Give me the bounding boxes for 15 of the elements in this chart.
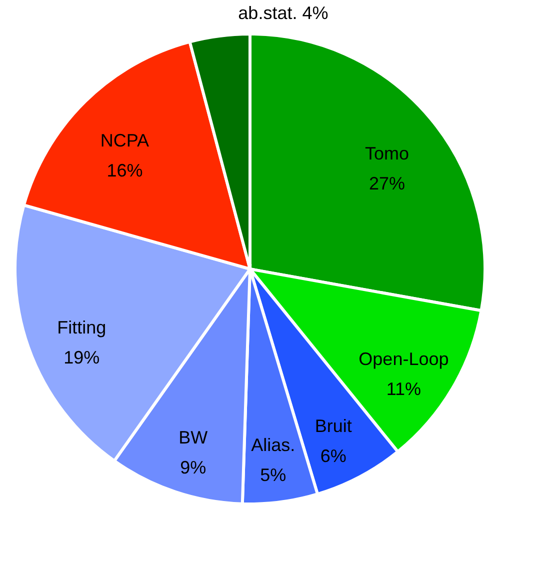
slice-label: BW	[178, 427, 208, 448]
slice-label: Tomo	[365, 143, 410, 164]
data-label: 5%	[260, 465, 286, 486]
data-label: 27%	[369, 173, 406, 194]
data-label: 16%	[106, 160, 143, 181]
slice-label: Alias.	[251, 435, 296, 456]
slice-label: Open-Loop	[358, 348, 449, 369]
data-label: 9%	[180, 457, 206, 478]
slice-label: NCPA	[100, 130, 150, 151]
slice-label: Fitting	[57, 318, 106, 338]
data-label: 6%	[320, 446, 346, 466]
data-label: 19%	[64, 348, 100, 368]
slice-label: ab.stat. 4%	[238, 3, 328, 24]
slice-label: Bruit	[314, 416, 352, 436]
data-label: 11%	[386, 378, 422, 399]
